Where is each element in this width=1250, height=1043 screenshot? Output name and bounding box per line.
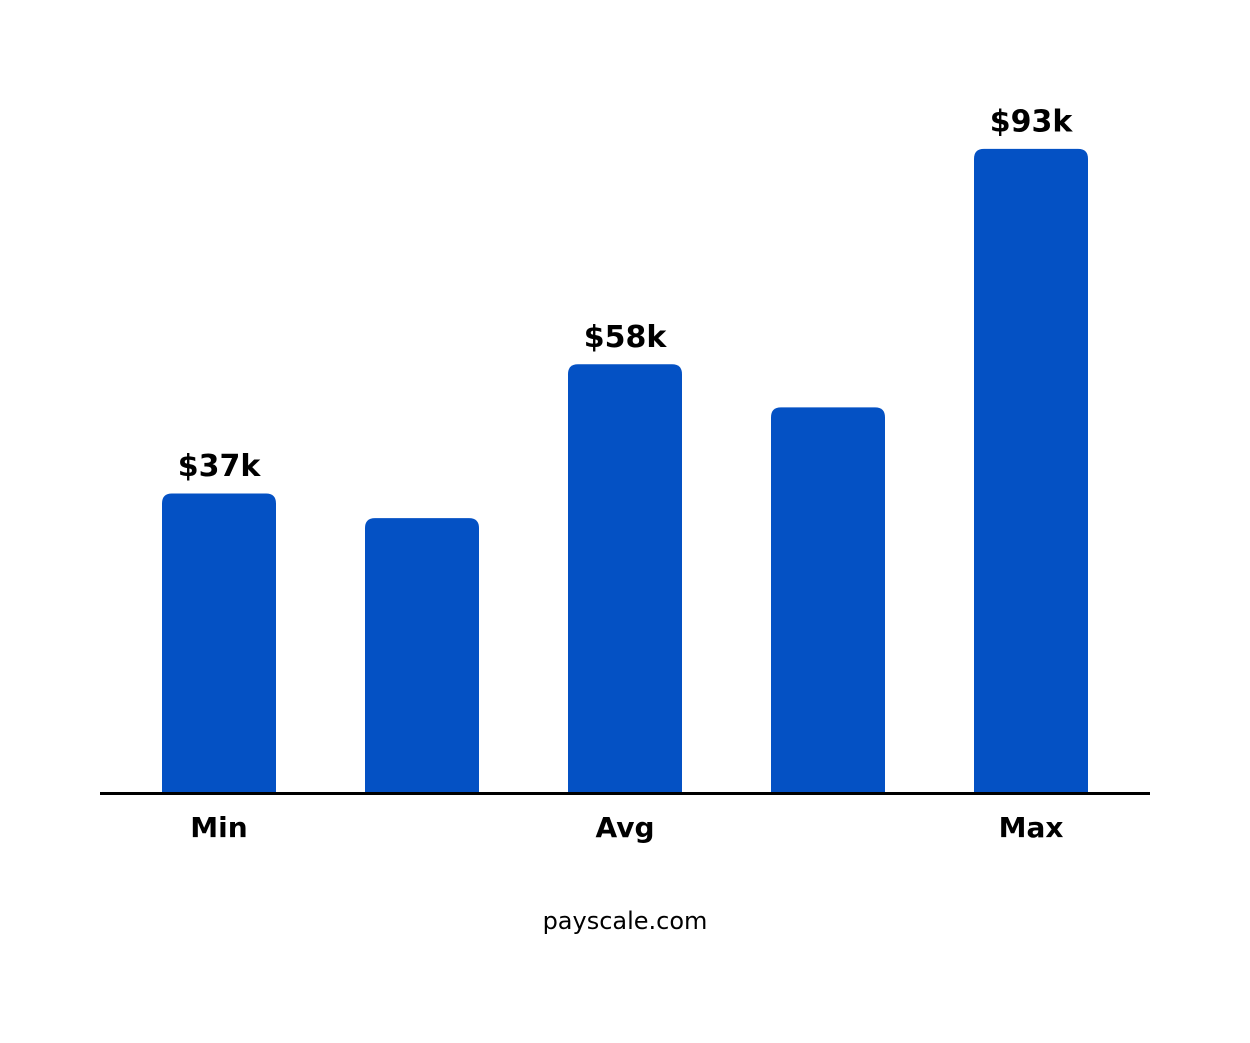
bar xyxy=(162,493,276,792)
data-label: $93k xyxy=(990,104,1074,139)
x-tick-label: Max xyxy=(999,811,1064,844)
data-label: $37k xyxy=(178,449,262,484)
x-tick-label: Min xyxy=(190,811,247,844)
bar xyxy=(974,148,1088,793)
x-tick-label: Avg xyxy=(596,811,655,844)
data-label: $58k xyxy=(584,320,668,355)
bar xyxy=(771,407,885,792)
bar xyxy=(568,364,682,792)
source: payscale.com xyxy=(543,907,708,935)
bar xyxy=(365,518,479,792)
